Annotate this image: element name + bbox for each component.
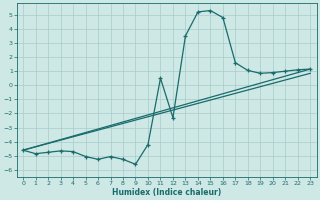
X-axis label: Humidex (Indice chaleur): Humidex (Indice chaleur) xyxy=(112,188,221,197)
